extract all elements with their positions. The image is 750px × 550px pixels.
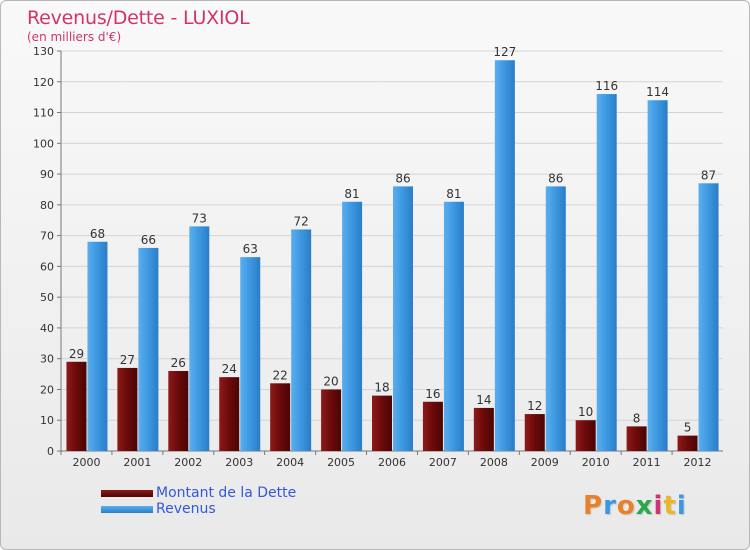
bar-revenue	[342, 201, 363, 451]
data-label-debt: 24	[222, 362, 237, 376]
bar-revenue	[647, 100, 668, 451]
y-tick-label: 30	[40, 353, 54, 366]
y-tick-label: 60	[40, 260, 54, 273]
y-tick-label: 100	[33, 137, 54, 150]
bar-debt	[626, 426, 647, 451]
bar-revenue	[138, 247, 159, 451]
data-label-debt: 5	[684, 421, 692, 435]
y-tick-label: 50	[40, 291, 54, 304]
data-label-revenue: 114	[646, 85, 669, 99]
data-label-debt: 16	[425, 387, 440, 401]
data-label-debt: 10	[578, 405, 593, 419]
legend-swatch-revenue	[101, 506, 153, 513]
data-label-revenue: 86	[395, 171, 410, 185]
bar-debt	[372, 395, 392, 451]
bar-revenue	[698, 183, 719, 452]
bar-debt	[117, 367, 138, 451]
bar-revenue	[189, 226, 210, 451]
data-label-debt: 22	[273, 368, 288, 382]
y-tick-label: 10	[40, 414, 54, 427]
data-label-revenue: 66	[141, 233, 156, 247]
x-tick-label: 2001	[123, 456, 151, 469]
data-label-revenue: 63	[243, 242, 258, 256]
bar-debt	[524, 414, 545, 451]
y-tick-label: 120	[33, 76, 54, 89]
bar-revenue	[393, 186, 413, 451]
data-label-debt: 12	[527, 399, 542, 413]
bar-debt	[270, 383, 291, 451]
x-tick-label: 2011	[633, 456, 661, 469]
bar-debt	[677, 435, 698, 451]
bar-debt	[575, 420, 596, 451]
bar-revenue	[87, 241, 108, 451]
data-label-debt: 27	[120, 353, 135, 367]
bar-debt	[168, 371, 189, 451]
y-tick-label: 20	[40, 383, 54, 396]
bar-debt	[422, 401, 443, 451]
data-label-debt: 29	[69, 347, 84, 361]
proxiti-logo: Proxiti	[583, 491, 687, 521]
x-tick-label: 2012	[684, 456, 712, 469]
x-tick-label: 2003	[225, 456, 253, 469]
legend-swatch-debt	[101, 490, 153, 497]
x-tick-label: 2005	[327, 456, 355, 469]
x-tick-label: 2007	[429, 456, 457, 469]
bar-revenue	[291, 229, 312, 451]
data-label-debt: 26	[171, 356, 186, 370]
legend-label-revenue: Revenus	[156, 501, 216, 517]
bar-revenue	[596, 94, 617, 452]
data-label-debt: 8	[633, 411, 641, 425]
bar-debt	[219, 377, 240, 451]
bar-revenue	[443, 201, 464, 451]
data-label-debt: 20	[323, 374, 338, 388]
y-tick-label: 130	[33, 45, 54, 58]
data-label-revenue: 72	[294, 214, 309, 228]
x-tick-label: 2009	[531, 456, 559, 469]
y-tick-label: 40	[40, 322, 54, 335]
bar-debt	[66, 361, 87, 451]
y-tick-label: 80	[40, 199, 54, 212]
legend-label-debt: Montant de la Dette	[156, 485, 297, 501]
data-label-revenue: 81	[446, 187, 461, 201]
data-label-revenue: 73	[192, 211, 207, 225]
y-tick-label: 70	[40, 230, 54, 243]
y-tick-label: 90	[40, 168, 54, 181]
chart-title: Revenus/Dette - LUXIOL	[27, 7, 250, 29]
data-label-revenue: 68	[90, 227, 105, 241]
x-tick-label: 2004	[276, 456, 304, 469]
chart-subtitle: (en milliers d'€)	[27, 30, 122, 44]
x-tick-label: 2000	[72, 456, 100, 469]
x-tick-label: 2010	[582, 456, 610, 469]
data-label-revenue: 127	[493, 45, 516, 59]
data-label-debt: 18	[374, 381, 389, 395]
bar-debt	[473, 407, 494, 451]
data-label-revenue: 116	[595, 79, 618, 93]
bar-debt	[321, 389, 342, 451]
bar-revenue	[545, 186, 566, 451]
data-label-revenue: 86	[548, 171, 563, 185]
y-tick-label: 110	[33, 107, 54, 120]
y-tick-label: 0	[47, 445, 54, 458]
data-label-revenue: 81	[344, 187, 359, 201]
bar-revenue	[494, 60, 515, 451]
data-label-debt: 14	[476, 393, 491, 407]
x-tick-label: 2008	[480, 456, 508, 469]
x-tick-label: 2002	[174, 456, 202, 469]
bar-revenue	[240, 257, 261, 451]
x-tick-label: 2006	[378, 456, 406, 469]
data-label-revenue: 87	[701, 168, 716, 182]
